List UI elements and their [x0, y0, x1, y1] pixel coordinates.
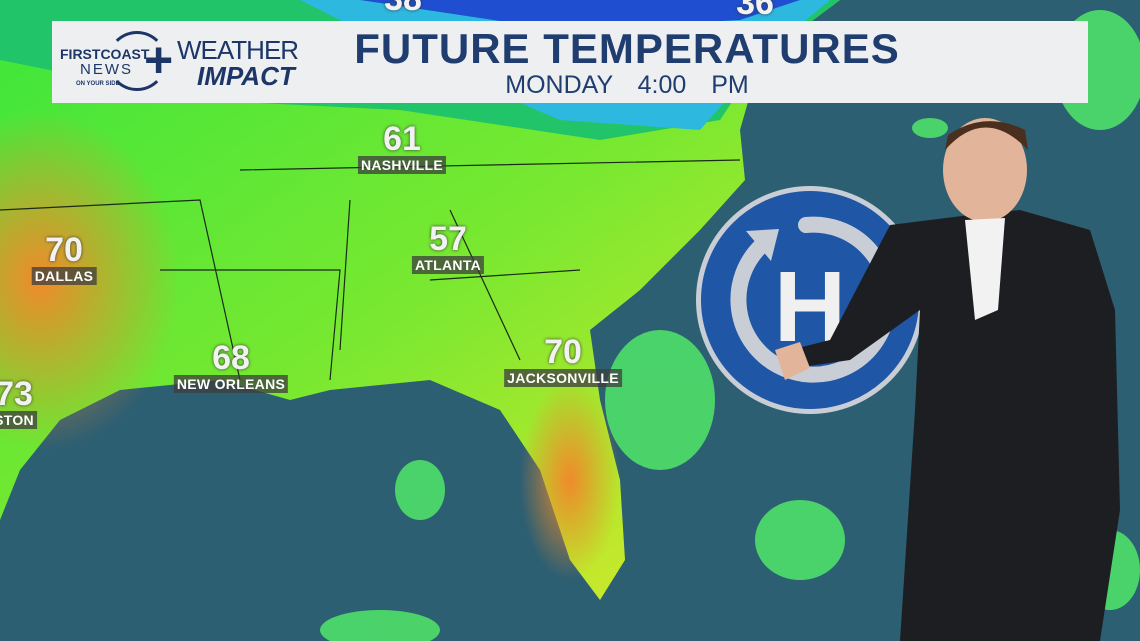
impact-logo-text: IMPACT: [197, 61, 295, 91]
partial-temp: 36: [736, 0, 774, 22]
page-title: FUTURE TEMPERATURES: [354, 25, 900, 72]
forecast-time: MONDAY 4:00 PM: [505, 71, 749, 99]
city-label-jacksonville: 70 JACKSONVILLE: [504, 335, 622, 388]
city-label-nashville: 61 NASHVILLE: [357, 122, 447, 175]
city-label-dallas: 70 DALLAS: [31, 233, 97, 286]
plus-icon: +: [144, 32, 174, 88]
partial-temp: 38: [384, 0, 422, 16]
presenter: [775, 118, 1120, 641]
logo-ring-icon: [107, 31, 167, 91]
city-label-atlanta: 57 ATLANTA: [411, 222, 485, 275]
city-label-houston: 73STON: [0, 377, 37, 430]
city-label-new-orleans: 68 NEW ORLEANS: [173, 341, 289, 394]
weather-logo-text: WEATHER: [177, 35, 299, 65]
title-banner: FIRSTCOAST NEWS ON YOUR SIDE + WEATHER IMP…: [52, 21, 1088, 103]
land-mass: [0, 0, 840, 600]
